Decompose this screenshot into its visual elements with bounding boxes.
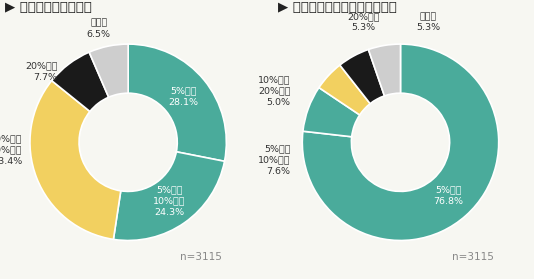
Text: 無回答
6.5%: 無回答 6.5% [87, 19, 111, 39]
Text: 5%以上
10%未満
7.6%: 5%以上 10%未満 7.6% [258, 144, 290, 176]
Wedge shape [30, 81, 121, 239]
Text: n=3115: n=3115 [452, 252, 494, 262]
Text: n=3115: n=3115 [179, 252, 222, 262]
Wedge shape [302, 44, 499, 240]
Text: 5%以上
10%未満
24.3%: 5%以上 10%未満 24.3% [153, 185, 186, 217]
Wedge shape [89, 44, 128, 97]
Wedge shape [340, 49, 384, 104]
Text: ▶ 面接指導を申し出る者の割合: ▶ 面接指導を申し出る者の割合 [278, 1, 397, 14]
Text: 無回答
5.3%: 無回答 5.3% [416, 12, 440, 32]
Wedge shape [113, 152, 224, 240]
Wedge shape [303, 88, 360, 137]
Wedge shape [368, 44, 400, 96]
Text: ▶ 高ストレス者の割合: ▶ 高ストレス者の割合 [5, 1, 92, 14]
Text: 10%以上
20%未満
33.4%: 10%以上 20%未満 33.4% [0, 134, 22, 166]
Text: 5%未満
28.1%: 5%未満 28.1% [169, 86, 199, 107]
Text: 10%以上
20%未満
5.0%: 10%以上 20%未満 5.0% [258, 75, 290, 107]
Text: 20%以上
5.3%: 20%以上 5.3% [347, 12, 380, 32]
Text: 5%未満
76.8%: 5%未満 76.8% [433, 186, 464, 206]
Text: 20%以上
7.7%: 20%以上 7.7% [25, 61, 58, 82]
Wedge shape [319, 65, 370, 115]
Wedge shape [52, 52, 108, 112]
Wedge shape [128, 44, 226, 161]
